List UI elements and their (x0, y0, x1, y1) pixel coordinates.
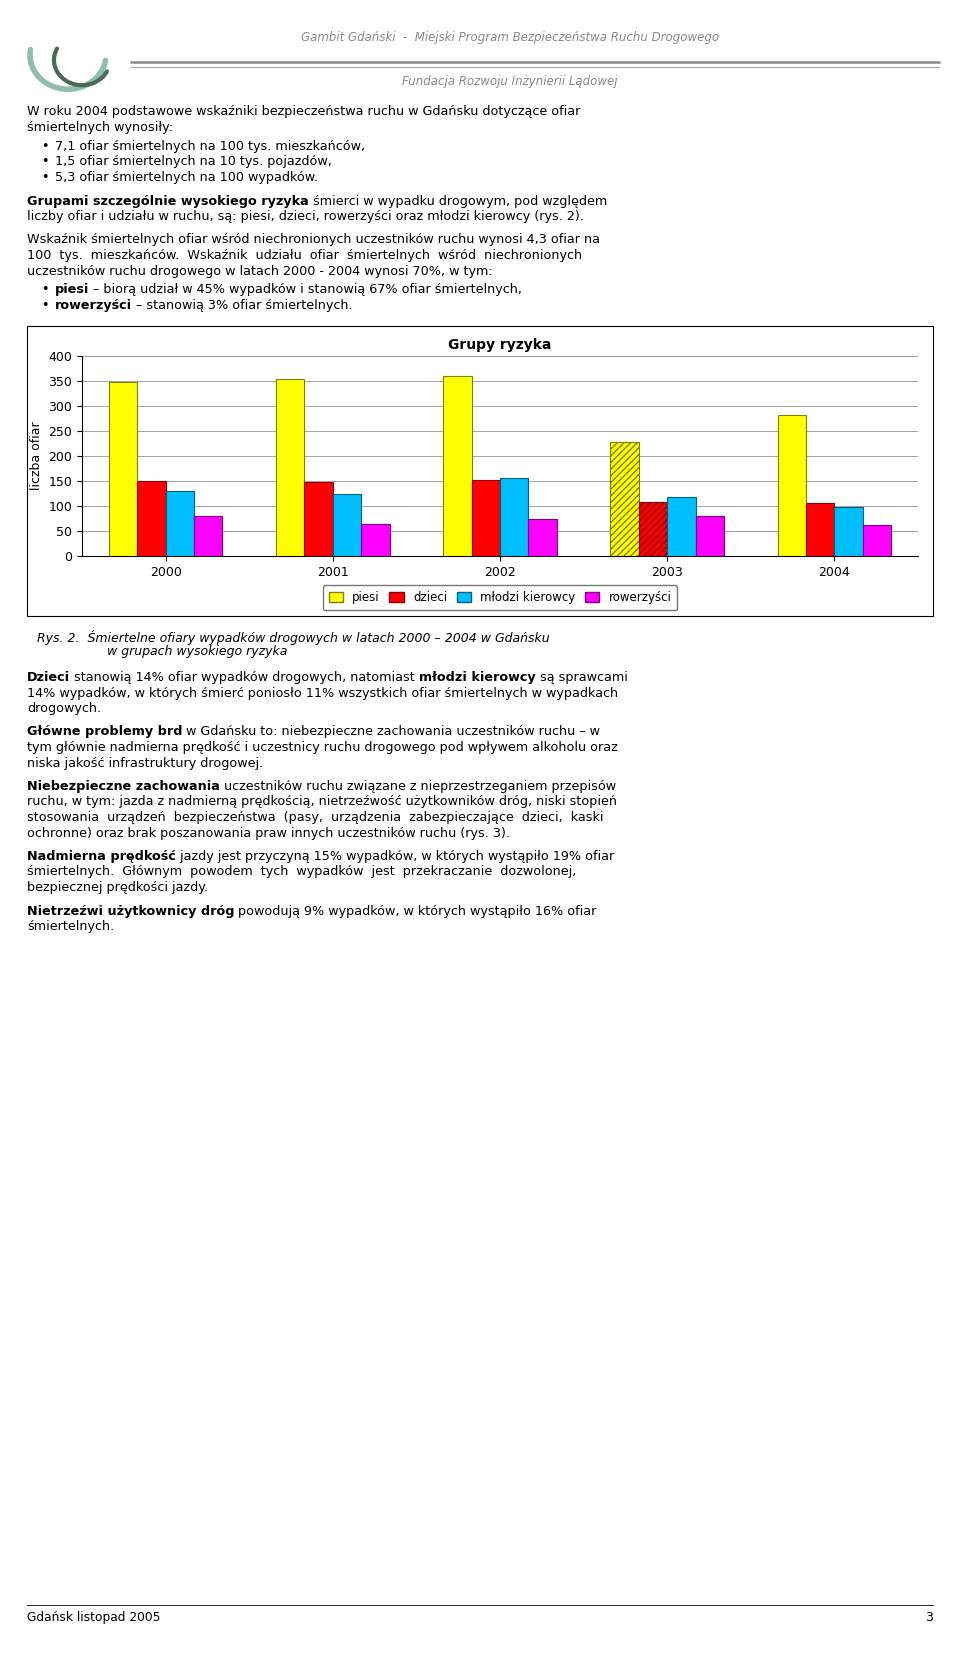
Bar (638, 503, 667, 555)
Text: Niebezpieczne zachowania: Niebezpieczne zachowania (27, 780, 220, 793)
Text: •: • (41, 141, 49, 154)
Text: powodują 9% wypadków, w których wystąpiło 16% ofiar: powodują 9% wypadków, w których wystąpił… (234, 904, 597, 917)
Text: Rys. 2.  Śmiertelne ofiary wypadków drogowych w latach 2000 – 2004 w Gdańsku: Rys. 2. Śmiertelne ofiary wypadków drogo… (37, 630, 550, 645)
Bar (611, 441, 638, 555)
Bar (500, 478, 528, 555)
Text: niska jakość infrastruktury drogowej.: niska jakość infrastruktury drogowej. (27, 757, 263, 770)
Text: piesi: piesi (55, 283, 89, 296)
Text: stosowania  urządzeń  bezpieczeństwa  (pasy,  urządzenia  zabezpieczające  dziec: stosowania urządzeń bezpieczeństwa (pasy… (27, 812, 604, 823)
Text: ochronne) oraz brak poszanowania praw innych uczestników ruchu (rys. 3).: ochronne) oraz brak poszanowania praw in… (27, 826, 510, 840)
Bar (528, 519, 557, 555)
Bar (471, 479, 500, 555)
Text: •: • (41, 155, 49, 169)
Text: Grupami szczególnie wysokiego ryzyka: Grupami szczególnie wysokiego ryzyka (27, 195, 309, 208)
Text: tym głównie nadmierna prędkość i uczestnicy ruchu drogowego pod wpływem alkoholu: tym głównie nadmierna prędkość i uczestn… (27, 741, 617, 754)
Title: Grupy ryzyka: Grupy ryzyka (448, 339, 552, 352)
Y-axis label: liczba ofiar: liczba ofiar (30, 422, 43, 491)
Bar (444, 375, 471, 555)
Text: Nadmierna prędkość: Nadmierna prędkość (27, 850, 176, 863)
Bar (806, 503, 834, 555)
Text: bezpiecznej prędkości jazdy.: bezpiecznej prędkości jazdy. (27, 881, 208, 894)
Text: 3: 3 (925, 1612, 933, 1623)
Text: 5,3 ofiar śmiertelnych na 100 wypadków.: 5,3 ofiar śmiertelnych na 100 wypadków. (55, 170, 318, 183)
Text: – biorą udział w 45% wypadków i stanowią 67% ofiar śmiertelnych,: – biorą udział w 45% wypadków i stanowią… (89, 283, 522, 296)
Text: – stanowią 3% ofiar śmiertelnych.: – stanowią 3% ofiar śmiertelnych. (132, 299, 352, 311)
Text: •: • (41, 170, 49, 183)
Bar (834, 506, 863, 555)
Legend: piesi, dzieci, młodzi kierowcy, rowerzyści: piesi, dzieci, młodzi kierowcy, rowerzyś… (323, 585, 677, 610)
Text: uczestników ruchu związane z nieprzestrzeganiem przepisów: uczestników ruchu związane z nieprzestrz… (220, 780, 616, 793)
Text: rowerzyści: rowerzyści (55, 299, 132, 311)
Text: 7,1 ofiar śmiertelnych na 100 tys. mieszkańców,: 7,1 ofiar śmiertelnych na 100 tys. miesz… (55, 141, 365, 154)
Text: śmiertelnych wynosiły:: śmiertelnych wynosiły: (27, 121, 173, 134)
Text: uczestników ruchu drogowego w latach 2000 - 2004 wynosi 70%, w tym:: uczestników ruchu drogowego w latach 200… (27, 264, 492, 278)
Text: stanowią 14% ofiar wypadków drogowych, natomiast: stanowią 14% ofiar wypadków drogowych, n… (70, 671, 419, 684)
Bar (108, 382, 137, 555)
Bar (696, 516, 724, 555)
Text: Dzieci: Dzieci (27, 671, 70, 684)
Text: 14% wypadków, w których śmierć poniosło 11% wszystkich ofiar śmiertelnych w wypa: 14% wypadków, w których śmierć poniosło … (27, 686, 618, 699)
Bar (304, 481, 333, 555)
Bar (333, 494, 361, 555)
Text: liczby ofiar i udziału w ruchu, są: piesi, dzieci, rowerzyści oraz młodzi kierow: liczby ofiar i udziału w ruchu, są: pies… (27, 210, 584, 223)
Text: jazdy jest przyczyną 15% wypadków, w których wystąpiło 19% ofiar: jazdy jest przyczyną 15% wypadków, w któ… (176, 850, 614, 863)
Text: Gdańsk listopad 2005: Gdańsk listopad 2005 (27, 1612, 160, 1623)
Text: •: • (41, 299, 49, 311)
Text: 100  tys.  mieszkańców.  Wskaźnik  udziału  ofiar  śmiertelnych  wśród  niechron: 100 tys. mieszkańców. Wskaźnik udziału o… (27, 250, 582, 261)
Text: Gambit Gdański  -  Miejski Program Bezpieczeństwa Ruchu Drogowego: Gambit Gdański - Miejski Program Bezpiec… (300, 31, 719, 45)
Text: młodzi kierowcy: młodzi kierowcy (419, 671, 536, 684)
Text: W roku 2004 podstawowe wskaźniki bezpieczeństwa ruchu w Gdańsku dotyczące ofiar: W roku 2004 podstawowe wskaźniki bezpiec… (27, 106, 581, 117)
Text: Fundacja Rozwoju Inżynierii Lądowej: Fundacja Rozwoju Inżynierii Lądowej (402, 76, 617, 89)
Text: są sprawcami: są sprawcami (536, 671, 628, 684)
Text: śmiertelnych.: śmiertelnych. (27, 921, 114, 932)
Text: Wskaźnik śmiertelnych ofiar wśród niechronionych uczestników ruchu wynosi 4,3 of: Wskaźnik śmiertelnych ofiar wśród niechr… (27, 233, 600, 246)
Bar (137, 481, 166, 555)
Bar (667, 496, 696, 555)
Bar (194, 516, 223, 555)
Text: Główne problemy brd: Główne problemy brd (27, 726, 182, 739)
Text: w Gdańsku to: niebezpieczne zachowania uczestników ruchu – w: w Gdańsku to: niebezpieczne zachowania u… (182, 726, 601, 739)
Bar (27, 326, 933, 617)
Bar (778, 415, 806, 555)
Text: śmierci w wypadku drogowym, pod względem: śmierci w wypadku drogowym, pod względem (309, 195, 607, 208)
Bar (276, 379, 304, 555)
Bar (166, 491, 194, 555)
Text: •: • (41, 283, 49, 296)
Text: drogowych.: drogowych. (27, 703, 101, 716)
Text: Nietrzeźwi użytkownicy dróg: Nietrzeźwi użytkownicy dróg (27, 904, 234, 917)
Bar (361, 524, 390, 555)
Text: 1,5 ofiar śmiertelnych na 10 tys. pojazdów,: 1,5 ofiar śmiertelnych na 10 tys. pojazd… (55, 155, 332, 169)
Bar (863, 526, 891, 555)
Text: w grupach wysokiego ryzyka: w grupach wysokiego ryzyka (107, 646, 287, 658)
Text: ruchu, w tym: jazda z nadmierną prędkością, nietrzeźwość użytkowników dróg, nisk: ruchu, w tym: jazda z nadmierną prędkośc… (27, 795, 617, 808)
Text: śmiertelnych.  Głównym  powodem  tych  wypadków  jest  przekraczanie  dozwolonej: śmiertelnych. Głównym powodem tych wypad… (27, 866, 576, 878)
